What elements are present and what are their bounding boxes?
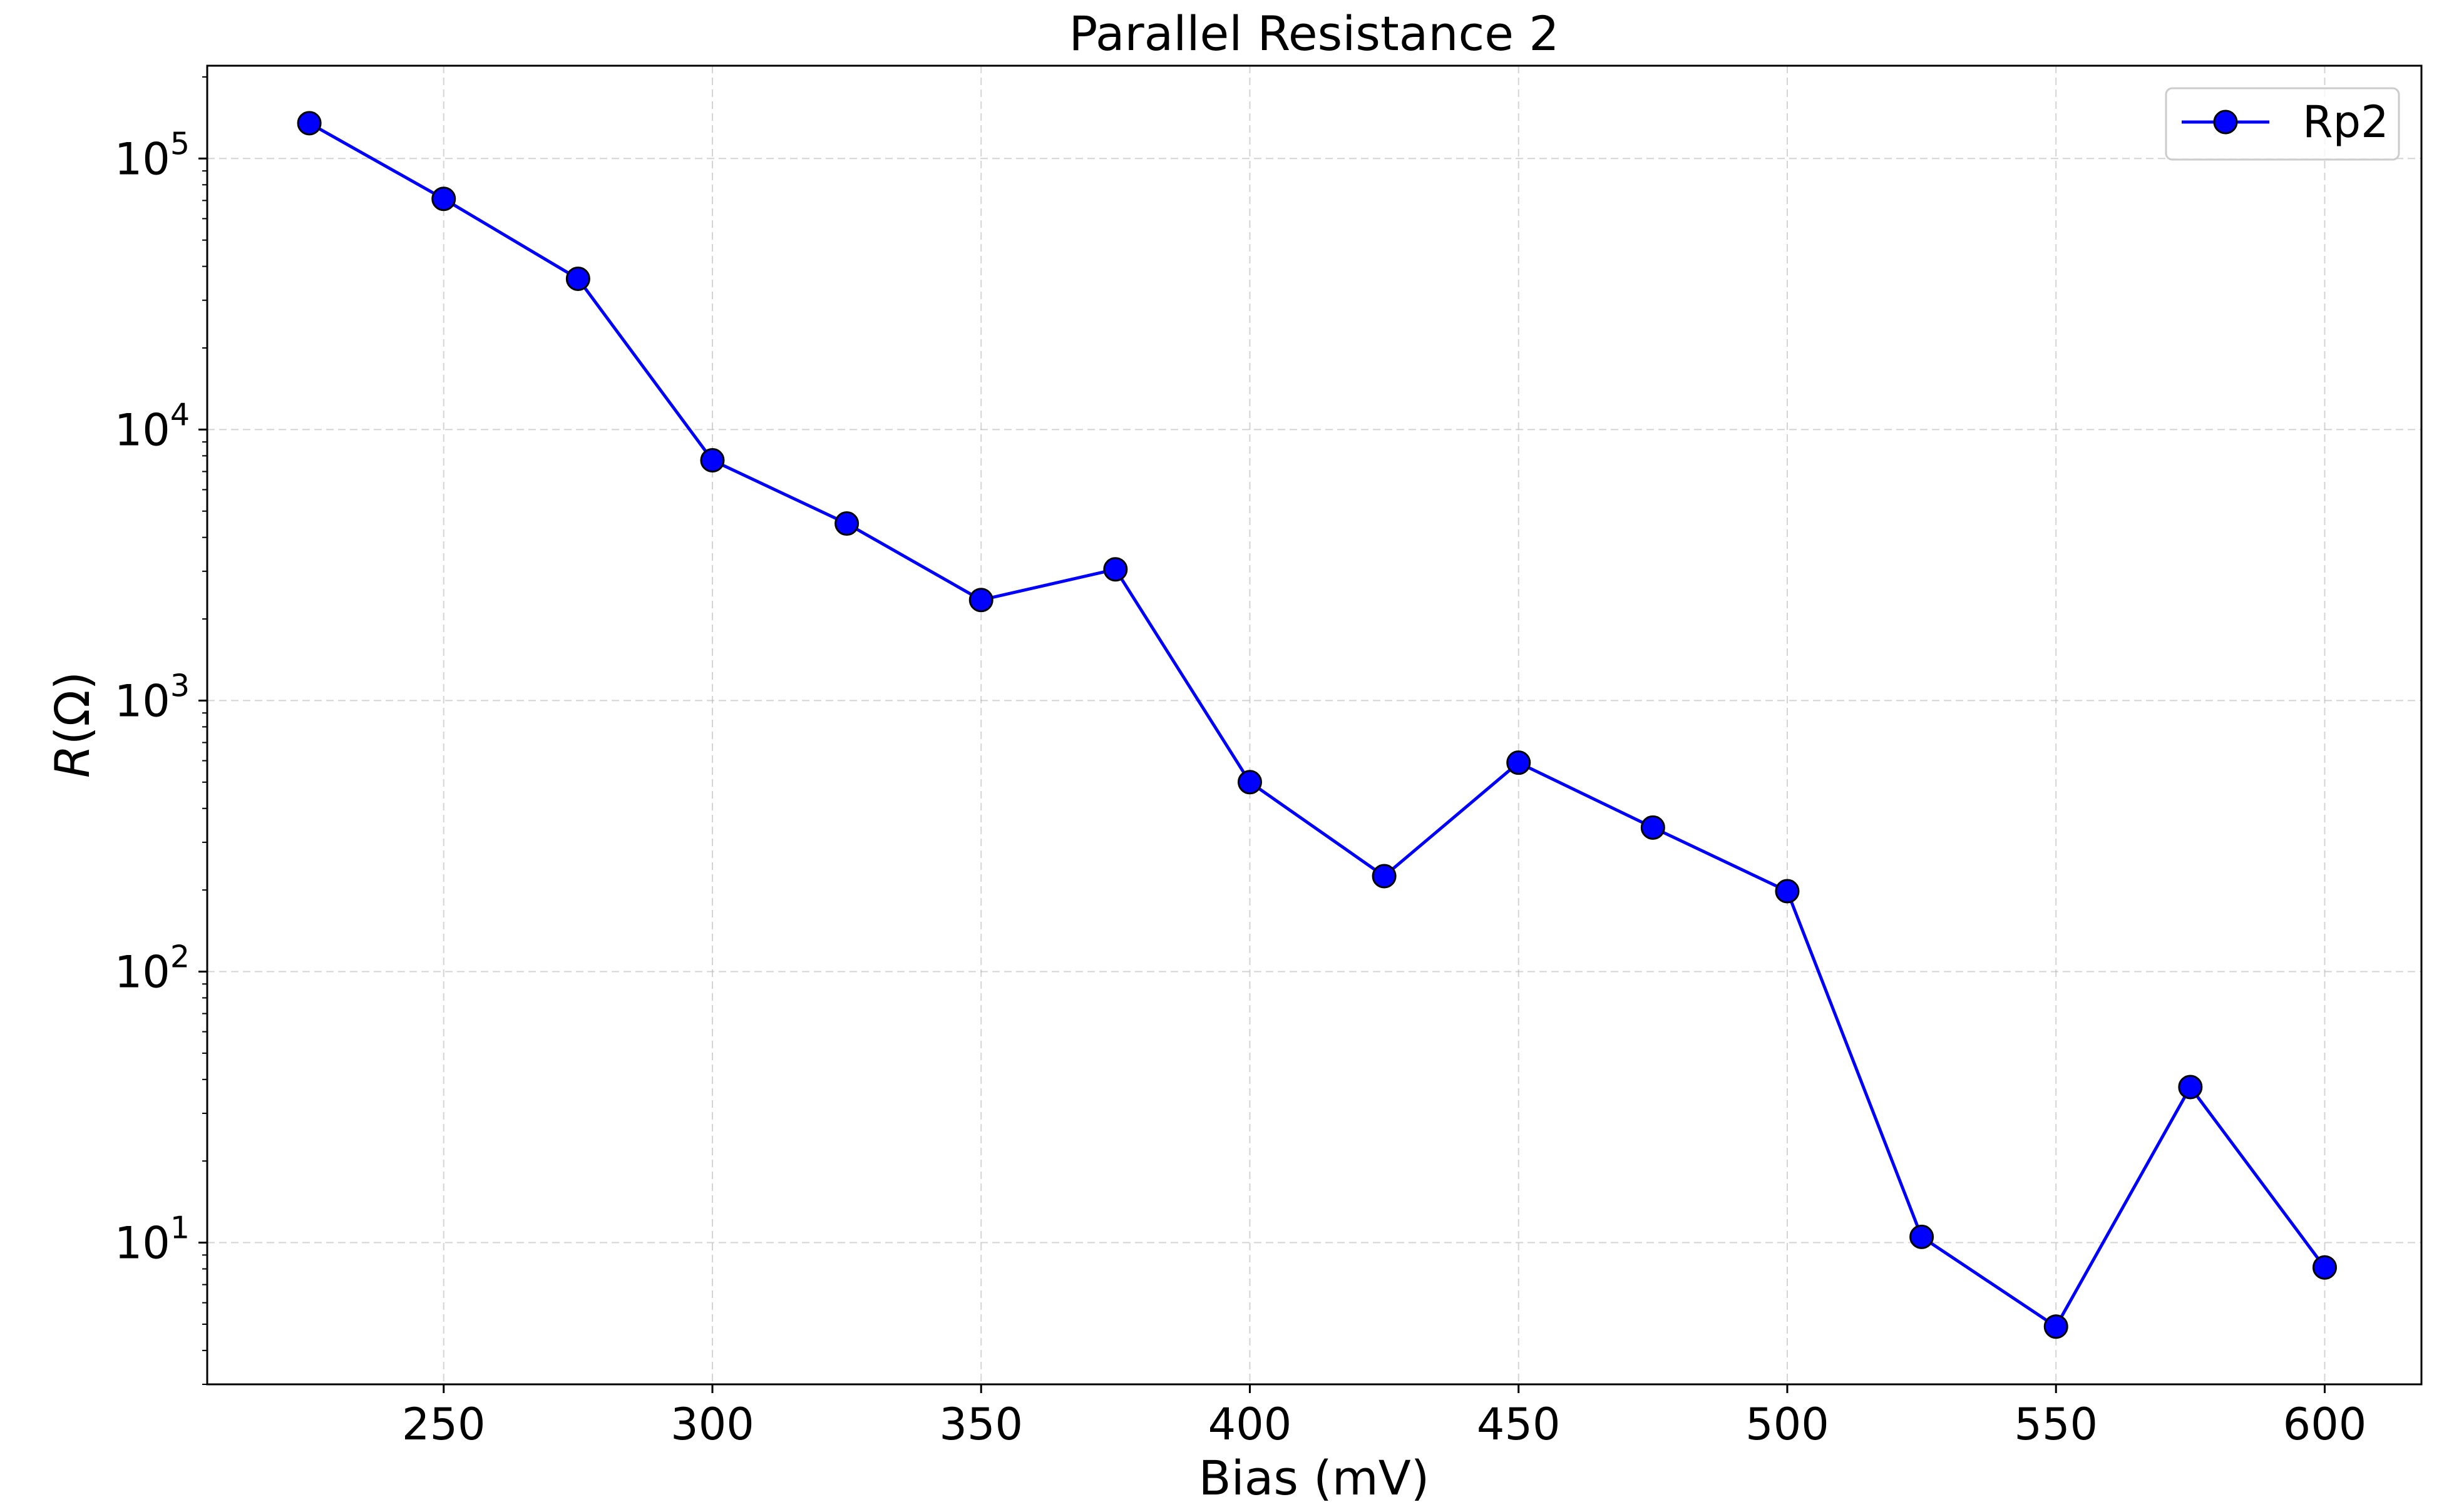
y-tick-label-base: 10 (115, 946, 170, 998)
y-tick-label-base: 10 (115, 133, 170, 185)
data-point (431, 186, 456, 212)
y-tick-label: 103 (115, 668, 190, 727)
data-point (1506, 750, 1531, 775)
y-axis-title-symbol: R (44, 745, 100, 778)
data-point (700, 448, 725, 473)
data-point (1775, 879, 1800, 904)
series-line (308, 121, 2326, 1329)
y-tick-label-exponent: 1 (170, 1210, 190, 1246)
chart-title: Parallel Resistance 2 (1069, 6, 1559, 61)
legend: Rp2 (2165, 87, 2400, 161)
legend-series-label: Rp2 (2302, 96, 2389, 148)
y-tick-label-exponent: 4 (170, 397, 190, 432)
y-tick-label: 104 (115, 397, 190, 456)
y-tick-label-base: 10 (115, 675, 170, 727)
x-tick-label: 450 (1477, 1399, 1561, 1450)
data-point (2043, 1314, 2068, 1339)
data-point (2312, 1255, 2337, 1280)
y-tick-label-base: 10 (115, 404, 170, 456)
x-tick-label: 600 (2283, 1399, 2367, 1450)
data-point (1640, 815, 1665, 840)
data-point (2178, 1075, 2203, 1100)
data-point (1909, 1224, 1934, 1249)
grid-lines (207, 66, 2421, 1384)
legend-box (2165, 87, 2400, 161)
legend-series-marker (2213, 110, 2238, 135)
y-tick-label-exponent: 2 (170, 939, 190, 974)
y-tick-label-base: 10 (115, 1218, 170, 1269)
data-point (1372, 864, 1397, 889)
y-tick-label-exponent: 3 (170, 668, 190, 703)
axis-major-ticks (198, 157, 2326, 1393)
x-axis-tick-labels: 250 300 350 400 450 500 550 600 (402, 1399, 2366, 1450)
y-tick-label-exponent: 5 (170, 126, 190, 161)
data-point (565, 266, 590, 291)
x-tick-label: 300 (670, 1399, 754, 1450)
y-tick-label: 101 (115, 1210, 190, 1269)
data-point (1103, 557, 1128, 582)
x-tick-label: 250 (402, 1399, 486, 1450)
x-tick-label: 350 (939, 1399, 1023, 1450)
data-point (834, 511, 860, 536)
y-tick-label: 102 (115, 939, 190, 998)
data-point (297, 111, 322, 136)
y-axis-title-unit: (Ω) (44, 672, 100, 745)
x-axis-title: Bias (mV) (1199, 1450, 1430, 1506)
y-axis-title: R(Ω) (44, 672, 100, 778)
plot-area-frame (206, 64, 2423, 1386)
x-tick-label: 400 (1208, 1399, 1292, 1450)
data-series (297, 111, 2337, 1339)
x-tick-label: 550 (2014, 1399, 2098, 1450)
data-point (1237, 770, 1262, 795)
data-point (968, 588, 993, 613)
x-tick-label: 500 (1745, 1399, 1829, 1450)
y-tick-label: 105 (115, 126, 190, 185)
